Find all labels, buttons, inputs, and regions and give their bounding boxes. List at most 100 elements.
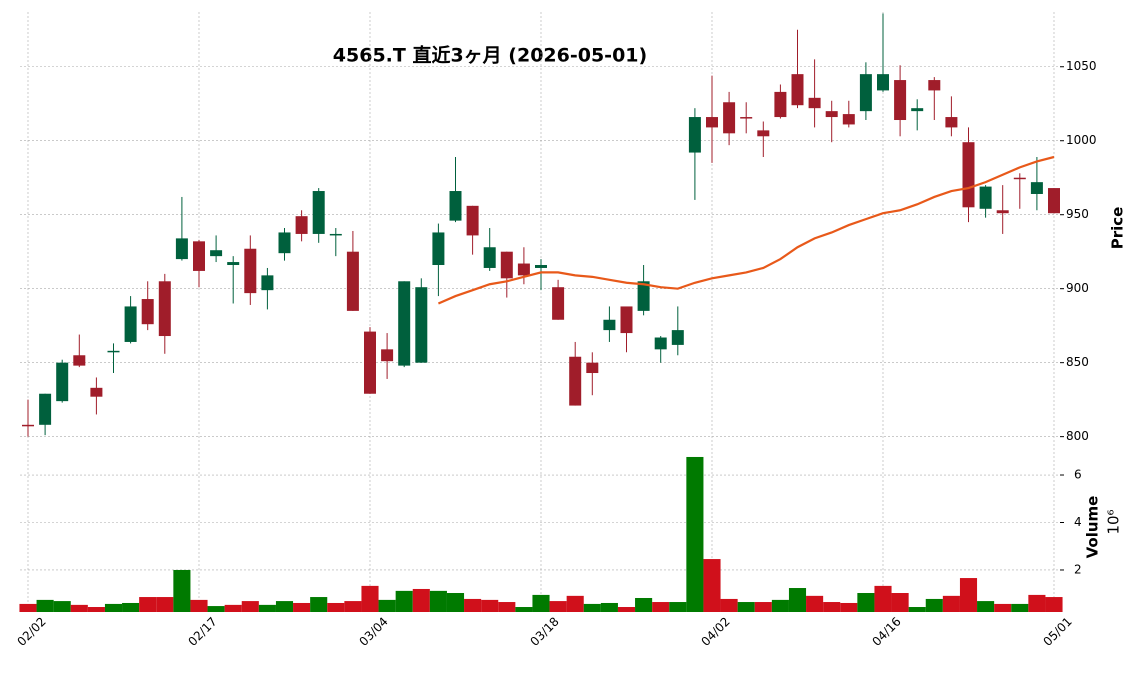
candle-body [654,337,667,350]
volume-bar [942,595,960,612]
candle-body [261,275,274,291]
x-tick-label: 03/18 [527,614,561,648]
volume-bar [258,604,276,612]
moving-average-line [437,155,1055,305]
volume-bar [857,593,875,612]
candle-body [791,74,804,106]
y-tick-label: 950 [1066,207,1089,221]
y2-axis-label: Volume [1084,496,1102,559]
candle-body [141,299,154,325]
candle-body [175,238,188,260]
volume-bar [635,597,653,612]
candle-body [193,241,205,271]
volume-bar [994,603,1012,612]
volume-bar [1045,597,1063,612]
candle-body [364,331,376,394]
volume-bar [122,602,140,612]
volume-bar [464,598,482,612]
volume-bar [378,599,396,612]
x-tick-label: 04/02 [698,614,732,648]
candle-body [398,281,411,366]
volume-bar [498,602,516,612]
volume-bar [395,590,413,612]
y-axis-label: Price [1109,207,1127,250]
candle-body [757,130,770,137]
volume-bar [891,593,909,612]
candle-body [517,263,530,276]
volume-bar [874,585,892,612]
x-tick-label: 02/02 [14,614,48,648]
volume-bar [139,597,157,612]
volume-bar [241,601,259,612]
volume-bar [70,604,88,612]
candle-body [22,424,34,427]
volume-bar [686,456,704,612]
candle-body [706,117,718,128]
candle-body [415,287,428,363]
candle-body [825,111,838,118]
candle-body [774,91,787,118]
volume-bar [293,602,311,612]
volume-bar [583,603,601,612]
volume-bar [771,599,789,612]
candle-body [911,108,924,112]
chart-title: 4565.T 直近3ヶ月 (2026-05-01) [333,44,647,67]
volume-bar [224,604,242,612]
candle-body [962,142,975,208]
candle-body [996,210,1009,214]
volume-bar [104,603,123,612]
candle-body [432,232,445,266]
volume-bar [600,602,618,612]
x-tick-label: 02/17 [185,614,219,648]
x-tick-label: 05/01 [1040,614,1074,648]
candle-body [569,356,582,406]
volume-bar [173,569,191,612]
candle-body [295,216,308,234]
volume-bar [412,588,430,612]
volume-bar [190,599,208,612]
candle-body [894,80,907,121]
volume-bar [481,599,499,612]
y-tick-label: 900 [1066,281,1089,295]
candle-body [723,102,736,134]
volume-bar [310,597,328,612]
candle-body [483,247,496,268]
candle-body [381,349,394,362]
y2-tick-label: 4 [1074,515,1082,529]
x-tick-label: 03/04 [356,614,390,648]
candle-body [671,330,684,345]
volume-bar [275,601,294,612]
volume-bar [361,585,379,612]
candle-body [552,287,565,320]
candle-body [244,248,257,294]
volume-bar [977,601,995,612]
candle-body [928,80,941,91]
y-tick-label: 1000 [1066,133,1097,147]
candle-body [808,97,821,109]
candle-body [637,281,650,311]
candle-body [620,306,633,334]
candle-body [73,355,86,366]
candle-body [979,186,992,209]
y2-tick-label: 6 [1074,468,1082,482]
candle-body [56,362,69,402]
volume-bar [446,593,465,612]
volume-bar [617,607,636,612]
volume-bar [327,602,345,612]
candle-body [346,251,359,311]
y-tick-label: 850 [1066,355,1089,369]
volume-bar [703,559,721,612]
volume-bar [36,599,54,612]
volume-bar [1028,594,1046,612]
candle-body [859,74,872,112]
candle-body [586,362,599,374]
candle-body [1013,177,1026,180]
candle-body [278,232,291,254]
candle-body [603,319,616,331]
candle-body [449,191,462,221]
volume-bar [429,590,447,612]
candle-body [90,387,103,397]
volume-bar [207,606,225,612]
volume-bar [87,607,105,612]
